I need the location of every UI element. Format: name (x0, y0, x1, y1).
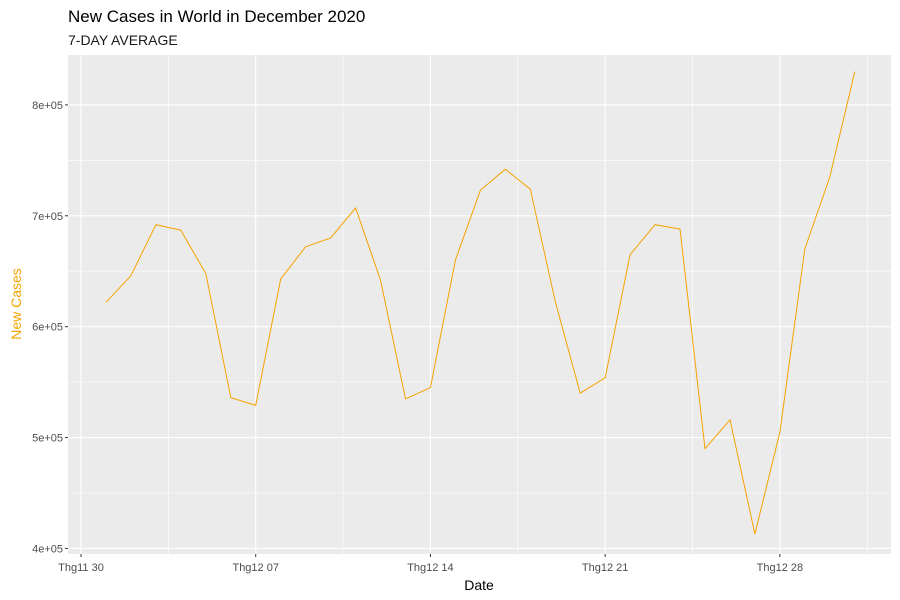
y-tick-label: 5e+05 (32, 433, 63, 445)
y-tick-label: 7e+05 (32, 211, 63, 223)
data-points (105, 71, 855, 535)
y-axis-title: New Cases (8, 268, 24, 340)
x-tick-label: Thg12 28 (757, 562, 803, 574)
x-tick-label: Thg12 14 (407, 562, 453, 574)
chart-title: New Cases in World in December 2020 (68, 7, 366, 26)
grid-lines (68, 55, 891, 554)
y-tick-label: 8e+05 (32, 100, 63, 112)
x-tick-label: Thg11 30 (58, 562, 104, 574)
axis-ticks: 4e+05 5e+05 6e+05 7e+05 8e+05 Thg11 30 Thg12 0… (32, 100, 803, 574)
x-axis-title: Date (464, 577, 494, 593)
plot-panel (68, 55, 891, 554)
y-tick-label: 6e+05 (32, 322, 63, 334)
y-tick-label: 4e+05 (32, 543, 63, 555)
x-tick-label: Thg12 07 (232, 562, 278, 574)
series-line (105, 71, 856, 535)
x-tick-label: Thg12 21 (582, 562, 628, 574)
chart-subtitle: 7-DAY AVERAGE (68, 32, 178, 48)
